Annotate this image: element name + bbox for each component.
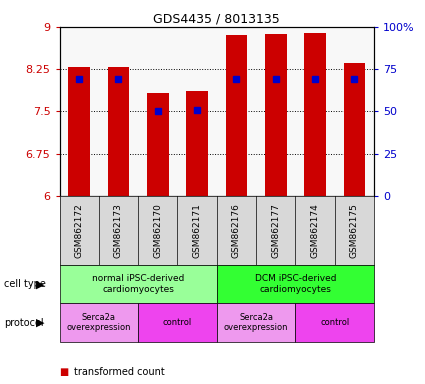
Bar: [60, 303, 138, 342]
Bar: [217, 265, 374, 303]
Text: control: control: [163, 318, 192, 327]
Text: GSM862170: GSM862170: [153, 203, 162, 258]
Bar: [217, 303, 295, 342]
Text: control: control: [320, 318, 349, 327]
Text: GSM862172: GSM862172: [75, 203, 84, 258]
Text: cell type: cell type: [4, 279, 46, 289]
Text: GSM862171: GSM862171: [193, 203, 201, 258]
Text: GSM862177: GSM862177: [271, 203, 280, 258]
Text: normal iPSC-derived
cardiomyocytes: normal iPSC-derived cardiomyocytes: [92, 275, 184, 294]
Text: ▶: ▶: [36, 318, 45, 328]
Text: GSM862175: GSM862175: [350, 203, 359, 258]
Text: transformed count: transformed count: [74, 367, 165, 377]
Text: DCM iPSC-derived
cardiomyocytes: DCM iPSC-derived cardiomyocytes: [255, 275, 336, 294]
Text: GSM862174: GSM862174: [311, 203, 320, 258]
Text: Serca2a
overexpression: Serca2a overexpression: [224, 313, 288, 332]
Text: ▶: ▶: [36, 279, 45, 289]
Bar: [265, 34, 286, 196]
Bar: [304, 33, 326, 196]
Text: protocol: protocol: [4, 318, 44, 328]
Text: Serca2a
overexpression: Serca2a overexpression: [67, 313, 131, 332]
Bar: [138, 303, 217, 342]
Bar: [226, 35, 247, 196]
Text: ■: ■: [60, 367, 69, 377]
Bar: [295, 303, 374, 342]
Bar: [147, 93, 169, 196]
Text: GSM862176: GSM862176: [232, 203, 241, 258]
Bar: [60, 265, 217, 303]
Title: GDS4435 / 8013135: GDS4435 / 8013135: [153, 13, 280, 26]
Bar: [68, 68, 90, 196]
Bar: [186, 91, 208, 196]
Bar: [343, 63, 365, 196]
Text: GSM862173: GSM862173: [114, 203, 123, 258]
Bar: [108, 67, 129, 196]
